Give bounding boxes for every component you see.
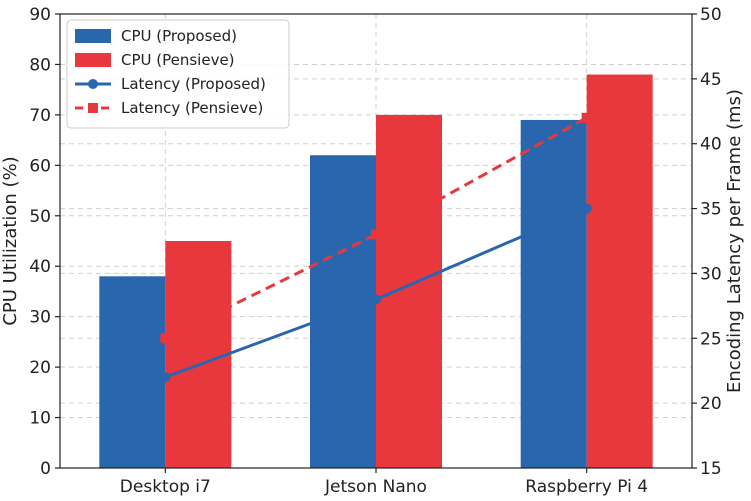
- bar-proposed-0: [99, 276, 166, 468]
- xtick-label-0: Desktop i7: [120, 477, 211, 497]
- bar-pensieve-0: [165, 241, 232, 468]
- legend-swatch-cpu-pensieve: [75, 53, 111, 67]
- legend-label-latency-proposed: Latency (Proposed): [121, 75, 266, 93]
- legend-swatch-cpu-proposed: [75, 29, 111, 43]
- ytick-right-label-7: 50: [700, 5, 722, 25]
- marker-latency-proposed-2: [581, 203, 592, 214]
- ytick-right-label-3: 30: [700, 264, 722, 284]
- marker-latency-proposed-1: [371, 294, 381, 305]
- ytick-right-label-1: 20: [700, 394, 722, 414]
- ytick-left-label-8: 80: [29, 55, 51, 75]
- ytick-right-label-4: 35: [700, 200, 722, 220]
- ytick-right-label-0: 15: [700, 459, 722, 479]
- xtick-label-2: Raspberry Pi 4: [525, 477, 648, 497]
- marker-latency-pensieve-2: [581, 112, 592, 123]
- ytick-left-label-7: 70: [29, 106, 51, 126]
- y2-axis-title: Encoding Latency per Frame (ms): [724, 89, 745, 393]
- marker-latency-proposed-0: [160, 372, 171, 383]
- legend-marker-latency-proposed: [88, 79, 98, 89]
- marker-latency-pensieve-1: [371, 229, 381, 240]
- marker-latency-pensieve-0: [160, 333, 171, 344]
- legend-label-cpu-pensieve: CPU (Pensieve): [121, 51, 235, 69]
- bar-pensieve-1: [376, 114, 442, 468]
- ytick-right-label-2: 25: [700, 329, 722, 349]
- bar-pensieve-2: [586, 74, 653, 469]
- legend-marker-latency-pensieve: [88, 103, 98, 113]
- ytick-right-label-6: 45: [700, 70, 722, 90]
- ytick-right-label-5: 40: [700, 135, 722, 155]
- legend-box: [66, 19, 290, 129]
- bars-layer: [99, 74, 653, 469]
- ytick-left-label-4: 40: [29, 257, 51, 277]
- ytick-left-label-9: 90: [29, 5, 51, 25]
- axes-layer: 0 10 20 30 40 50 60 70 80 90 15 20 25 30 35 40 45 50 Deskt…: [0, 5, 745, 497]
- ytick-left-label-6: 60: [29, 156, 51, 176]
- legend-label-cpu-proposed: CPU (Proposed): [121, 27, 237, 45]
- lines-layer: [160, 112, 592, 383]
- y-axis-title: CPU Utilization (%): [0, 156, 21, 325]
- ytick-left-label-5: 50: [29, 207, 51, 227]
- xtick-label-1: Jetson Nano: [324, 477, 427, 497]
- ytick-left-label-1: 10: [29, 409, 51, 429]
- legend-label-latency-pensieve: Latency (Pensieve): [121, 99, 263, 117]
- ytick-left-label-2: 20: [29, 358, 51, 378]
- ytick-left-label-3: 30: [29, 308, 51, 328]
- bar-proposed-2: [520, 119, 587, 468]
- ytick-left-label-0: 0: [40, 459, 51, 479]
- legend: CPU (Proposed) CPU (Pensieve) Latency (Pro…: [66, 19, 290, 129]
